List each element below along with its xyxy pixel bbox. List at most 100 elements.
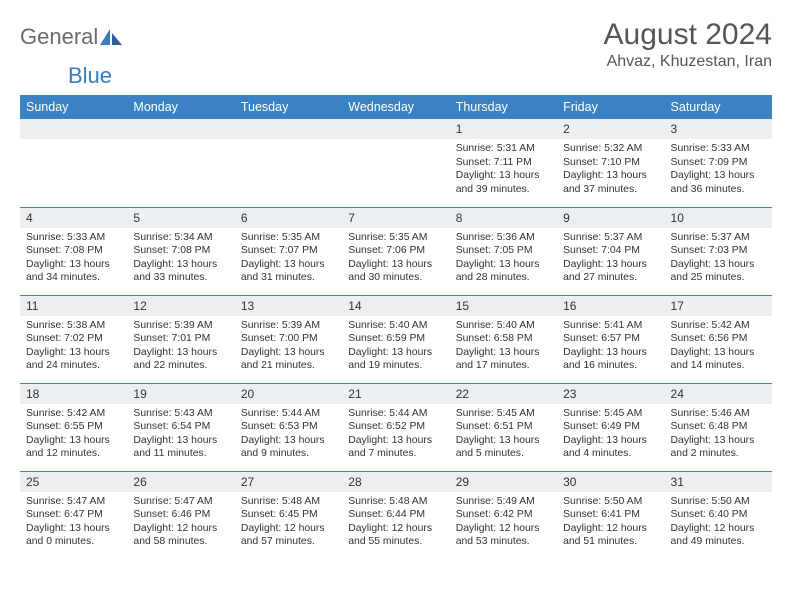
calendar-cell: 22Sunrise: 5:45 AMSunset: 6:51 PMDayligh… bbox=[450, 383, 557, 471]
calendar-week: 25Sunrise: 5:47 AMSunset: 6:47 PMDayligh… bbox=[20, 471, 772, 559]
day-number: 7 bbox=[342, 208, 449, 228]
day-number: 28 bbox=[342, 472, 449, 492]
calendar-cell: 19Sunrise: 5:43 AMSunset: 6:54 PMDayligh… bbox=[127, 383, 234, 471]
day-details: Sunrise: 5:45 AMSunset: 6:49 PMDaylight:… bbox=[557, 404, 664, 465]
calendar-cell: 7Sunrise: 5:35 AMSunset: 7:06 PMDaylight… bbox=[342, 207, 449, 295]
day-header: Thursday bbox=[450, 95, 557, 119]
calendar-cell: 30Sunrise: 5:50 AMSunset: 6:41 PMDayligh… bbox=[557, 471, 664, 559]
calendar-cell: 21Sunrise: 5:44 AMSunset: 6:52 PMDayligh… bbox=[342, 383, 449, 471]
day-number: 13 bbox=[235, 296, 342, 316]
day-number: 4 bbox=[20, 208, 127, 228]
day-details: Sunrise: 5:48 AMSunset: 6:45 PMDaylight:… bbox=[235, 492, 342, 553]
day-header: Tuesday bbox=[235, 95, 342, 119]
day-number: 9 bbox=[557, 208, 664, 228]
calendar-cell: 13Sunrise: 5:39 AMSunset: 7:00 PMDayligh… bbox=[235, 295, 342, 383]
month-title: August 2024 bbox=[604, 18, 772, 51]
calendar-cell: 27Sunrise: 5:48 AMSunset: 6:45 PMDayligh… bbox=[235, 471, 342, 559]
day-header: Monday bbox=[127, 95, 234, 119]
day-details: Sunrise: 5:37 AMSunset: 7:04 PMDaylight:… bbox=[557, 228, 664, 289]
day-details: Sunrise: 5:33 AMSunset: 7:09 PMDaylight:… bbox=[665, 139, 772, 200]
calendar-cell: 9Sunrise: 5:37 AMSunset: 7:04 PMDaylight… bbox=[557, 207, 664, 295]
day-details: Sunrise: 5:40 AMSunset: 6:58 PMDaylight:… bbox=[450, 316, 557, 377]
day-details: Sunrise: 5:50 AMSunset: 6:41 PMDaylight:… bbox=[557, 492, 664, 553]
day-details: Sunrise: 5:34 AMSunset: 7:08 PMDaylight:… bbox=[127, 228, 234, 289]
logo-text-1: General bbox=[20, 24, 98, 50]
day-number: 1 bbox=[450, 119, 557, 139]
calendar-cell bbox=[127, 119, 234, 207]
day-details: Sunrise: 5:44 AMSunset: 6:52 PMDaylight:… bbox=[342, 404, 449, 465]
day-details: Sunrise: 5:49 AMSunset: 6:42 PMDaylight:… bbox=[450, 492, 557, 553]
day-number-empty bbox=[235, 119, 342, 139]
day-details: Sunrise: 5:40 AMSunset: 6:59 PMDaylight:… bbox=[342, 316, 449, 377]
calendar-body: 1Sunrise: 5:31 AMSunset: 7:11 PMDaylight… bbox=[20, 119, 772, 559]
calendar-cell: 16Sunrise: 5:41 AMSunset: 6:57 PMDayligh… bbox=[557, 295, 664, 383]
day-number: 19 bbox=[127, 384, 234, 404]
day-details: Sunrise: 5:37 AMSunset: 7:03 PMDaylight:… bbox=[665, 228, 772, 289]
day-number: 21 bbox=[342, 384, 449, 404]
calendar-cell: 15Sunrise: 5:40 AMSunset: 6:58 PMDayligh… bbox=[450, 295, 557, 383]
calendar-cell: 3Sunrise: 5:33 AMSunset: 7:09 PMDaylight… bbox=[665, 119, 772, 207]
day-number: 14 bbox=[342, 296, 449, 316]
calendar-cell: 11Sunrise: 5:38 AMSunset: 7:02 PMDayligh… bbox=[20, 295, 127, 383]
calendar-cell: 6Sunrise: 5:35 AMSunset: 7:07 PMDaylight… bbox=[235, 207, 342, 295]
logo-sail-icon bbox=[100, 27, 124, 47]
day-number: 20 bbox=[235, 384, 342, 404]
day-number-empty bbox=[20, 119, 127, 139]
calendar-cell: 17Sunrise: 5:42 AMSunset: 6:56 PMDayligh… bbox=[665, 295, 772, 383]
day-number: 12 bbox=[127, 296, 234, 316]
day-header: Saturday bbox=[665, 95, 772, 119]
day-number: 25 bbox=[20, 472, 127, 492]
day-number: 30 bbox=[557, 472, 664, 492]
day-details: Sunrise: 5:45 AMSunset: 6:51 PMDaylight:… bbox=[450, 404, 557, 465]
day-number-empty bbox=[342, 119, 449, 139]
day-number: 24 bbox=[665, 384, 772, 404]
day-details: Sunrise: 5:32 AMSunset: 7:10 PMDaylight:… bbox=[557, 139, 664, 200]
day-details: Sunrise: 5:41 AMSunset: 6:57 PMDaylight:… bbox=[557, 316, 664, 377]
day-details: Sunrise: 5:46 AMSunset: 6:48 PMDaylight:… bbox=[665, 404, 772, 465]
day-details: Sunrise: 5:44 AMSunset: 6:53 PMDaylight:… bbox=[235, 404, 342, 465]
day-number: 16 bbox=[557, 296, 664, 316]
calendar-cell bbox=[235, 119, 342, 207]
day-number: 15 bbox=[450, 296, 557, 316]
calendar-cell: 31Sunrise: 5:50 AMSunset: 6:40 PMDayligh… bbox=[665, 471, 772, 559]
day-details: Sunrise: 5:31 AMSunset: 7:11 PMDaylight:… bbox=[450, 139, 557, 200]
day-details: Sunrise: 5:47 AMSunset: 6:47 PMDaylight:… bbox=[20, 492, 127, 553]
calendar-cell bbox=[342, 119, 449, 207]
day-header: Sunday bbox=[20, 95, 127, 119]
day-details: Sunrise: 5:48 AMSunset: 6:44 PMDaylight:… bbox=[342, 492, 449, 553]
day-header: Friday bbox=[557, 95, 664, 119]
day-details: Sunrise: 5:42 AMSunset: 6:56 PMDaylight:… bbox=[665, 316, 772, 377]
calendar-week: 4Sunrise: 5:33 AMSunset: 7:08 PMDaylight… bbox=[20, 207, 772, 295]
calendar-cell: 24Sunrise: 5:46 AMSunset: 6:48 PMDayligh… bbox=[665, 383, 772, 471]
calendar-cell bbox=[20, 119, 127, 207]
day-details: Sunrise: 5:50 AMSunset: 6:40 PMDaylight:… bbox=[665, 492, 772, 553]
day-details: Sunrise: 5:39 AMSunset: 7:01 PMDaylight:… bbox=[127, 316, 234, 377]
calendar-cell: 12Sunrise: 5:39 AMSunset: 7:01 PMDayligh… bbox=[127, 295, 234, 383]
day-number: 11 bbox=[20, 296, 127, 316]
calendar-cell: 20Sunrise: 5:44 AMSunset: 6:53 PMDayligh… bbox=[235, 383, 342, 471]
day-details: Sunrise: 5:47 AMSunset: 6:46 PMDaylight:… bbox=[127, 492, 234, 553]
calendar-head: SundayMondayTuesdayWednesdayThursdayFrid… bbox=[20, 95, 772, 119]
day-number-empty bbox=[127, 119, 234, 139]
day-header: Wednesday bbox=[342, 95, 449, 119]
logo-text-2: Blue bbox=[68, 63, 112, 89]
calendar-cell: 1Sunrise: 5:31 AMSunset: 7:11 PMDaylight… bbox=[450, 119, 557, 207]
day-number: 10 bbox=[665, 208, 772, 228]
day-details: Sunrise: 5:35 AMSunset: 7:07 PMDaylight:… bbox=[235, 228, 342, 289]
calendar-cell: 28Sunrise: 5:48 AMSunset: 6:44 PMDayligh… bbox=[342, 471, 449, 559]
day-details: Sunrise: 5:36 AMSunset: 7:05 PMDaylight:… bbox=[450, 228, 557, 289]
day-number: 6 bbox=[235, 208, 342, 228]
location-text: Ahvaz, Khuzestan, Iran bbox=[604, 53, 772, 71]
calendar-cell: 4Sunrise: 5:33 AMSunset: 7:08 PMDaylight… bbox=[20, 207, 127, 295]
day-number: 27 bbox=[235, 472, 342, 492]
calendar-week: 11Sunrise: 5:38 AMSunset: 7:02 PMDayligh… bbox=[20, 295, 772, 383]
calendar-page: General August 2024 Ahvaz, Khuzestan, Ir… bbox=[0, 0, 792, 559]
calendar-cell: 10Sunrise: 5:37 AMSunset: 7:03 PMDayligh… bbox=[665, 207, 772, 295]
day-number: 5 bbox=[127, 208, 234, 228]
calendar-week: 18Sunrise: 5:42 AMSunset: 6:55 PMDayligh… bbox=[20, 383, 772, 471]
calendar-cell: 14Sunrise: 5:40 AMSunset: 6:59 PMDayligh… bbox=[342, 295, 449, 383]
calendar-cell: 25Sunrise: 5:47 AMSunset: 6:47 PMDayligh… bbox=[20, 471, 127, 559]
day-details: Sunrise: 5:35 AMSunset: 7:06 PMDaylight:… bbox=[342, 228, 449, 289]
calendar-cell: 8Sunrise: 5:36 AMSunset: 7:05 PMDaylight… bbox=[450, 207, 557, 295]
calendar-cell: 5Sunrise: 5:34 AMSunset: 7:08 PMDaylight… bbox=[127, 207, 234, 295]
